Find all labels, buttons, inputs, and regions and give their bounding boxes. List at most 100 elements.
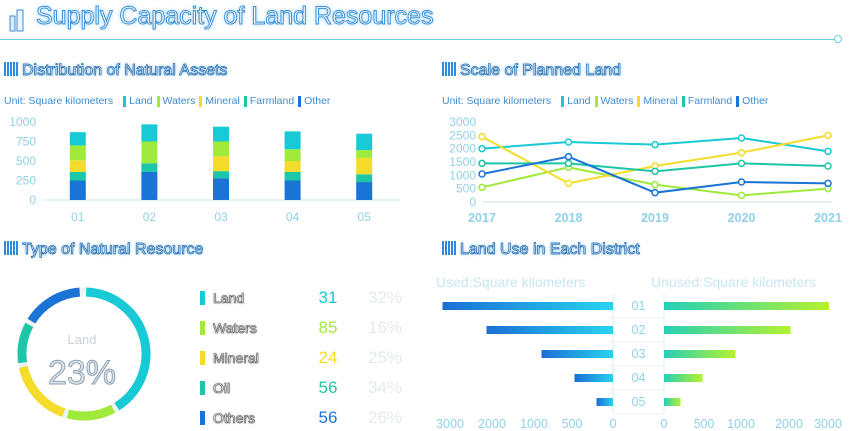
- resource-value: 56: [318, 378, 338, 397]
- x-tick-label: 2021: [814, 211, 842, 225]
- resource-value: 31: [318, 288, 338, 307]
- planned-title: Scale of Planned Land: [442, 62, 621, 80]
- line-point: [478, 183, 486, 192]
- bar-section-icon: [4, 62, 18, 76]
- resource-percent: 32%: [367, 288, 403, 307]
- y-tick-label: 250: [16, 174, 36, 188]
- row-swatch: [200, 351, 205, 365]
- x-tick-label-unused: 500: [694, 417, 715, 431]
- unused-bar: [664, 326, 791, 334]
- line-point: [478, 132, 486, 141]
- line-point: [737, 191, 746, 200]
- line-point: [651, 167, 659, 176]
- donut-slice-mineral: [18, 365, 66, 417]
- bar-segment-mineral: [213, 156, 229, 172]
- resource-name: Others: [213, 410, 256, 427]
- x-tick-label-used: 3000: [436, 417, 464, 431]
- legend-label: Mineral: [643, 95, 678, 107]
- resource-percent: 16%: [367, 318, 403, 337]
- category-label: 03: [632, 347, 646, 361]
- x-tick-label-unused: 0: [661, 417, 668, 431]
- donut-slice-land: [85, 287, 151, 411]
- bar-segment-land: [284, 131, 301, 150]
- legend-swatch-land: [561, 95, 565, 107]
- category-label: 01: [632, 299, 646, 313]
- used-bar: [596, 398, 613, 406]
- y-tick-label: 0: [29, 193, 36, 207]
- line-point: [564, 152, 573, 161]
- y-tick-label: 2500: [449, 128, 476, 142]
- donut-center-label: Land: [67, 332, 97, 347]
- bar-segment-waters: [141, 141, 158, 164]
- resource-value: 24: [318, 348, 338, 367]
- landuse-title-text: Land Use in Each District: [460, 241, 640, 259]
- x-tick-label-unused: 2000: [775, 417, 803, 431]
- bar-segment-farmland: [284, 171, 301, 181]
- app-logo-icon: [9, 9, 24, 32]
- planned-title-text: Scale of Planned Land: [460, 62, 622, 80]
- x-tick-label-unused: 3000: [814, 417, 842, 431]
- line-point: [564, 179, 573, 188]
- line-point: [651, 180, 659, 189]
- legend-label: Mineral: [205, 95, 240, 107]
- used-bar: [486, 326, 613, 334]
- row-swatch: [200, 411, 205, 425]
- page-title: Supply Capacity of Land Resources: [35, 2, 434, 31]
- y-tick-label: 1500: [449, 155, 476, 169]
- resource-percent: 26%: [367, 408, 403, 427]
- y-tick-label: 500: [456, 182, 476, 196]
- legend-swatch-waters: [156, 95, 160, 107]
- resource-donut-chart: [17, 287, 151, 421]
- legend-swatch-land: [123, 95, 127, 107]
- donut-slice-others: [27, 287, 81, 324]
- x-tick-label: 01: [71, 210, 85, 224]
- distribution-title: Distribution of Natural Assets: [4, 62, 228, 80]
- bar-segment-other: [284, 180, 301, 200]
- resource-name: Land: [213, 290, 245, 307]
- bar-segment-mineral: [356, 157, 373, 175]
- bar-segment-other: [213, 178, 229, 200]
- resource-row: Others 56 26%: [200, 406, 415, 430]
- y-tick-label: 0: [469, 195, 476, 209]
- legend-label: Waters: [600, 95, 634, 107]
- used-bar: [574, 374, 613, 382]
- x-tick-label-used: 1000: [520, 417, 548, 431]
- y-tick-label: 2000: [449, 142, 476, 156]
- pie-section-icon: [4, 241, 18, 255]
- legend-label: Other: [742, 95, 769, 107]
- line-point: [824, 162, 832, 170]
- resource-value: 56: [318, 408, 338, 427]
- bar-segment-farmland: [69, 171, 86, 181]
- line-point: [651, 140, 659, 149]
- used-label: Used:Square kilometers: [436, 274, 586, 290]
- legend-label: Other: [304, 95, 331, 107]
- donut-slice-waters: [66, 404, 116, 421]
- legend-swatch-mineral: [199, 95, 203, 107]
- x-tick-label: 02: [143, 210, 157, 224]
- landuse-title: Land Use in Each District: [442, 241, 640, 259]
- line-point: [564, 159, 573, 168]
- bar-segment-land: [141, 124, 158, 142]
- unused-bar: [664, 398, 681, 406]
- legend-unit: Unit: Square kilometers: [442, 95, 552, 107]
- x-tick-label: 05: [358, 210, 372, 224]
- bar-segment-mineral: [284, 161, 301, 172]
- line-section-icon: [442, 62, 456, 76]
- legend-swatch-mineral: [637, 95, 641, 107]
- legend-swatch-farmland: [681, 95, 685, 107]
- legend-swatch-farmland: [243, 95, 247, 107]
- category-label: 04: [632, 371, 646, 385]
- resource-row: Mineral 24 25%: [200, 346, 415, 370]
- x-tick-label: 2018: [555, 211, 583, 225]
- resource-row: Waters 85 16%: [200, 316, 415, 340]
- bar-segment-waters: [69, 145, 86, 161]
- y-tick-label: 500: [16, 154, 36, 168]
- bar-segment-other: [141, 171, 158, 200]
- resource-title-text: Type of Natural Resource: [22, 241, 204, 259]
- x-tick-label: 2017: [468, 211, 496, 225]
- unused-bar: [664, 350, 736, 358]
- x-tick-label-used: 500: [562, 417, 583, 431]
- resource-title: Type of Natural Resource: [4, 241, 204, 259]
- line-point: [824, 147, 832, 156]
- x-tick-label: 03: [214, 210, 228, 224]
